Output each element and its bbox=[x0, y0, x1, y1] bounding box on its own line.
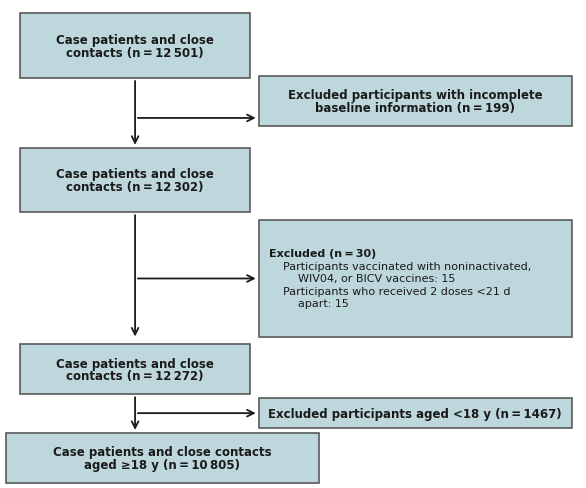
Text: Participants who received 2 doses <21 d: Participants who received 2 doses <21 d bbox=[283, 286, 511, 296]
Text: Case patients and close: Case patients and close bbox=[56, 34, 214, 47]
Text: Case patients and close: Case patients and close bbox=[56, 357, 214, 370]
FancyBboxPatch shape bbox=[20, 345, 250, 395]
Text: apart: 15: apart: 15 bbox=[298, 299, 349, 308]
Text: baseline information (n = 199): baseline information (n = 199) bbox=[315, 102, 515, 114]
Text: Case patients and close: Case patients and close bbox=[56, 168, 214, 181]
FancyBboxPatch shape bbox=[258, 77, 571, 127]
Text: Excluded (n = 30): Excluded (n = 30) bbox=[269, 249, 376, 259]
Text: Participants vaccinated with noninactivated,: Participants vaccinated with noninactiva… bbox=[283, 261, 532, 271]
Text: WIV04, or BICV vaccines: 15: WIV04, or BICV vaccines: 15 bbox=[298, 274, 455, 284]
Text: Excluded participants with incomplete: Excluded participants with incomplete bbox=[288, 89, 543, 102]
FancyBboxPatch shape bbox=[20, 148, 250, 213]
FancyBboxPatch shape bbox=[20, 15, 250, 79]
Text: contacts (n = 12 272): contacts (n = 12 272) bbox=[66, 369, 204, 382]
Text: aged ≥18 y (n = 10 805): aged ≥18 y (n = 10 805) bbox=[84, 458, 240, 471]
FancyBboxPatch shape bbox=[258, 220, 571, 337]
Text: Case patients and close contacts: Case patients and close contacts bbox=[53, 446, 272, 458]
Text: contacts (n = 12 302): contacts (n = 12 302) bbox=[66, 181, 204, 193]
Text: contacts (n = 12 501): contacts (n = 12 501) bbox=[66, 46, 204, 60]
Text: Excluded participants aged <18 y (n = 1467): Excluded participants aged <18 y (n = 14… bbox=[268, 407, 562, 420]
FancyBboxPatch shape bbox=[6, 433, 319, 483]
FancyBboxPatch shape bbox=[258, 399, 571, 428]
